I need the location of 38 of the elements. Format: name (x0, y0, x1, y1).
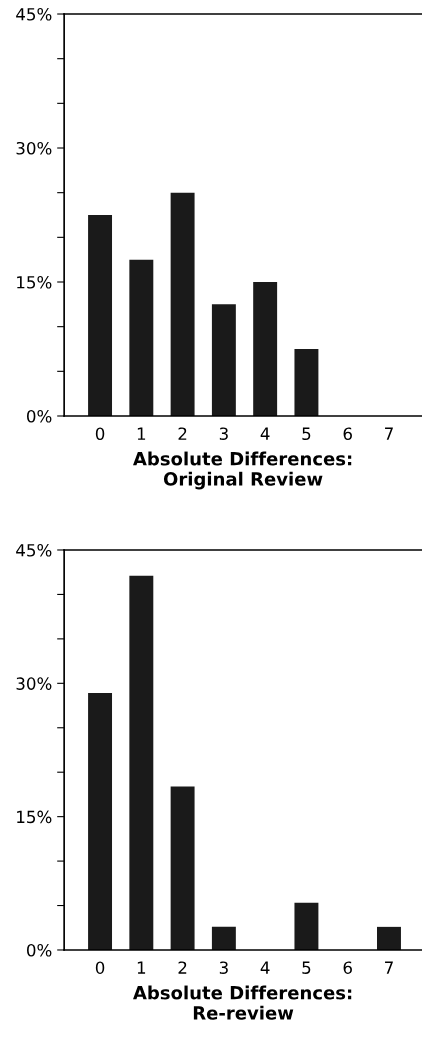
x-tick-label: 6 (343, 961, 352, 974)
bar (170, 786, 195, 950)
x-tick-label: 5 (302, 961, 311, 974)
bar (211, 304, 236, 416)
y-tick-label: 15% (17, 275, 52, 289)
x-axis-title: Absolute Differences: Original Review (133, 451, 352, 490)
y-tick-label: 0% (27, 943, 52, 957)
y-tick-label: 45% (16, 543, 52, 557)
y-tick-label: 0% (27, 409, 52, 423)
x-tick-label: 0 (95, 961, 105, 974)
bar (211, 926, 236, 950)
y-tick-label: 30% (16, 141, 52, 155)
bar (170, 192, 195, 416)
x-tick-label: 4 (260, 961, 270, 974)
bar (88, 215, 113, 416)
x-tick-label: 5 (302, 427, 311, 441)
x-tick-label: 7 (385, 427, 393, 440)
bar (88, 693, 113, 950)
x-tick-label: 1 (137, 427, 146, 440)
x-tick-label: 2 (178, 427, 187, 440)
bar (377, 926, 401, 950)
x-tick-label: 2 (178, 961, 187, 974)
x-tick-label: 7 (385, 961, 393, 974)
x-tick-label: 1 (137, 961, 146, 974)
x-tick-label: 6 (343, 427, 352, 441)
bar (294, 349, 319, 416)
x-tick-label: 3 (219, 961, 228, 974)
bar (129, 259, 154, 416)
y-tick-label: 30% (16, 677, 52, 690)
y-tick-label: 45% (16, 7, 52, 21)
x-tick-label: 3 (219, 427, 228, 441)
bar (129, 575, 154, 950)
x-axis-title: Absolute Differences: Re-review (133, 985, 352, 1020)
bar (294, 902, 319, 950)
bar (253, 282, 278, 416)
y-tick-label: 15% (17, 810, 52, 824)
x-tick-label: 4 (260, 427, 270, 440)
x-tick-label: 0 (95, 427, 105, 441)
